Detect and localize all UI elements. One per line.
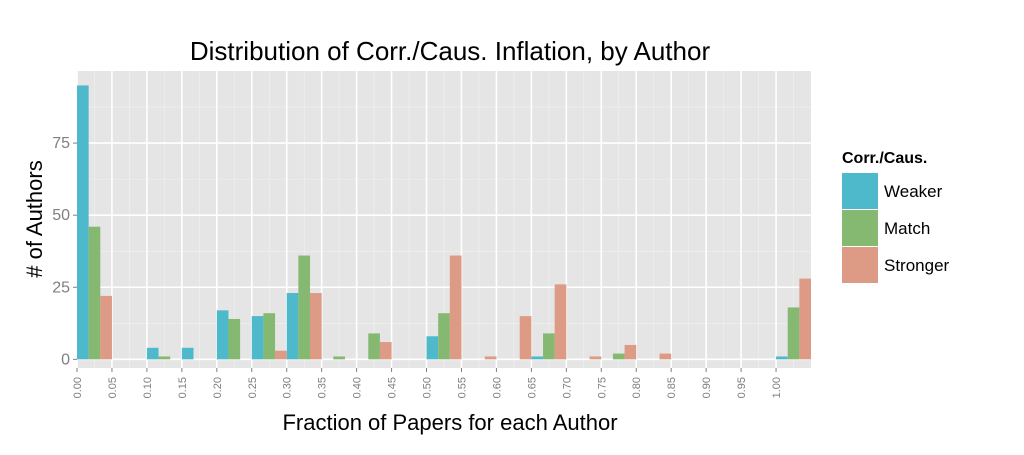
bar-match bbox=[333, 356, 345, 360]
bar-stronger bbox=[310, 293, 322, 360]
x-tick-label: 0.60 bbox=[491, 377, 503, 398]
x-tick-label: 0.50 bbox=[422, 377, 434, 398]
x-tick-label: 0.45 bbox=[387, 377, 399, 398]
y-tick-label: 0 bbox=[61, 351, 70, 368]
bar-stronger bbox=[275, 350, 287, 360]
bar-match bbox=[158, 356, 171, 360]
y-tick-label: 25 bbox=[52, 279, 70, 296]
bar-stronger bbox=[100, 295, 112, 360]
legend: Corr./Caus. Weaker Match Stronger bbox=[842, 150, 950, 283]
x-tick-label: 0.10 bbox=[142, 377, 154, 398]
x-tick-label: 1.00 bbox=[771, 377, 783, 398]
y-axis: 0 25 50 75 bbox=[52, 135, 77, 368]
legend-key-weaker bbox=[842, 173, 878, 209]
x-tick-label: 0.15 bbox=[177, 377, 189, 398]
x-tick-label: 0.80 bbox=[631, 377, 643, 398]
x-tick-label: 0.70 bbox=[561, 377, 573, 398]
x-axis-title: Fraction of Papers for each Author bbox=[282, 410, 617, 435]
x-tick-label: 0.65 bbox=[526, 377, 538, 398]
legend-key-match bbox=[842, 210, 878, 246]
x-tick-label: 0.40 bbox=[352, 377, 364, 398]
x-tick-label: 0.90 bbox=[701, 377, 713, 398]
bar-weaker bbox=[251, 316, 264, 360]
bar-stronger bbox=[624, 344, 637, 360]
x-tick-label: 0.95 bbox=[736, 377, 748, 398]
chart-title: Distribution of Corr./Caus. Inflation, b… bbox=[190, 36, 711, 66]
legend-label-weaker: Weaker bbox=[884, 182, 943, 201]
bar-stronger bbox=[799, 278, 811, 360]
bar-match bbox=[438, 313, 450, 360]
legend-title: Corr./Caus. bbox=[842, 150, 927, 167]
bar-match bbox=[543, 333, 555, 360]
x-tick-label: 0.35 bbox=[317, 377, 329, 398]
y-tick-label: 75 bbox=[52, 135, 70, 152]
bar-match bbox=[787, 307, 800, 360]
x-tick-label: 0.85 bbox=[666, 377, 678, 398]
bar-weaker bbox=[776, 356, 788, 360]
bar-match bbox=[88, 226, 101, 360]
x-tick-label: 0.05 bbox=[107, 377, 119, 398]
bars bbox=[77, 85, 811, 360]
x-tick-label: 0.30 bbox=[282, 377, 294, 398]
bar-stronger bbox=[589, 356, 602, 360]
bar-match bbox=[298, 255, 311, 360]
bar-stronger bbox=[484, 356, 497, 360]
bar-weaker bbox=[146, 347, 159, 360]
legend-label-stronger: Stronger bbox=[884, 256, 950, 275]
bar-weaker bbox=[77, 85, 89, 360]
bar-weaker bbox=[216, 310, 229, 360]
bar-stronger bbox=[449, 255, 462, 360]
y-tick-label: 50 bbox=[52, 207, 70, 224]
legend-label-match: Match bbox=[884, 219, 930, 238]
bar-weaker bbox=[426, 336, 439, 360]
bar-weaker bbox=[181, 347, 194, 360]
x-axis: 0.00 0.05 0.10 0.15 0.20 0.25 0.30 0.35 0.40 0.45… bbox=[72, 368, 783, 398]
bar-match bbox=[263, 313, 276, 360]
bar-match bbox=[612, 353, 625, 360]
bar-stronger bbox=[554, 284, 567, 360]
x-tick-label: 0.00 bbox=[72, 377, 84, 398]
x-tick-label: 0.20 bbox=[212, 377, 224, 398]
bar-match bbox=[228, 318, 241, 360]
x-tick-label: 0.55 bbox=[456, 377, 468, 398]
bar-stronger bbox=[379, 342, 392, 360]
legend-key-stronger bbox=[842, 247, 878, 283]
y-axis-title: # of Authors bbox=[22, 160, 47, 277]
bar-match bbox=[368, 333, 380, 360]
x-tick-label: 0.25 bbox=[247, 377, 259, 398]
bar-stronger bbox=[519, 316, 532, 360]
x-tick-label: 0.75 bbox=[596, 377, 608, 398]
bar-weaker bbox=[286, 293, 299, 360]
bar-weaker bbox=[531, 356, 544, 360]
bar-stronger bbox=[659, 353, 672, 360]
